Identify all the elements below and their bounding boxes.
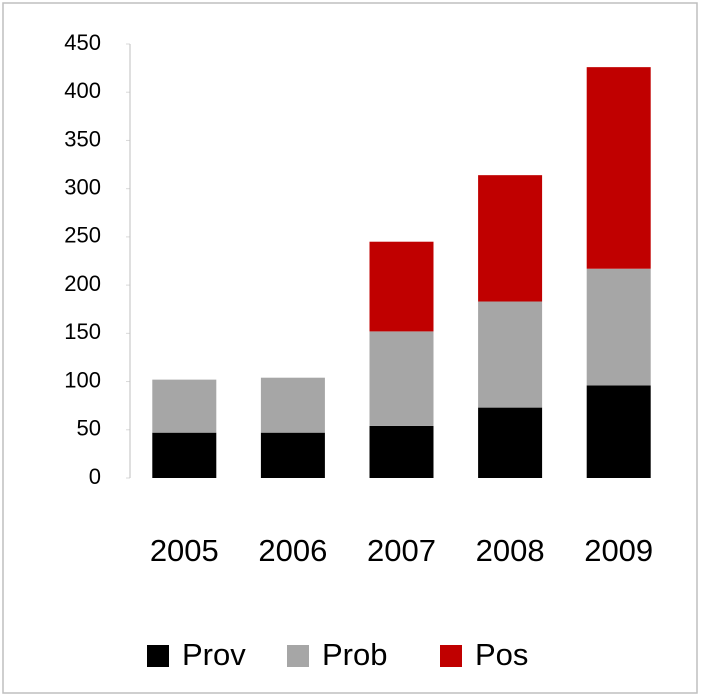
x-tick-label: 2005 [150,533,219,568]
bar-segment [369,241,434,332]
bar-segment [152,432,217,478]
bar-segment [478,301,543,408]
y-tick-label: 100 [64,367,101,392]
legend-label: Prov [182,637,246,672]
bar-segment [586,385,651,478]
y-tick-label: 450 [64,30,101,55]
x-tick-label: 2008 [476,533,545,568]
y-tick-label: 200 [64,271,101,296]
y-tick-label: 250 [64,223,101,248]
bar-segment [260,377,325,433]
bar-segment [152,379,217,433]
bar-segment [369,425,434,478]
x-tick-label: 2006 [258,533,327,568]
y-tick-label: 0 [89,464,101,489]
y-tick-label: 400 [64,78,101,103]
y-tick-label: 50 [77,416,101,441]
bar-segment [478,407,543,478]
bar-segment [586,268,651,386]
y-tick-label: 300 [64,174,101,199]
x-tick-label: 2007 [367,533,436,568]
bar-segment [369,331,434,426]
legend-label: Prob [322,637,387,672]
y-tick-label: 350 [64,126,101,151]
legend-label: Pos [475,637,528,672]
bar-segment [586,67,651,269]
legend-swatch [440,645,462,667]
x-tick-label: 2009 [584,533,653,568]
legend-swatch [147,645,169,667]
bar-segment [478,175,543,302]
legend-swatch [287,645,309,667]
y-tick-label: 150 [64,319,101,344]
bar-segment [260,432,325,478]
